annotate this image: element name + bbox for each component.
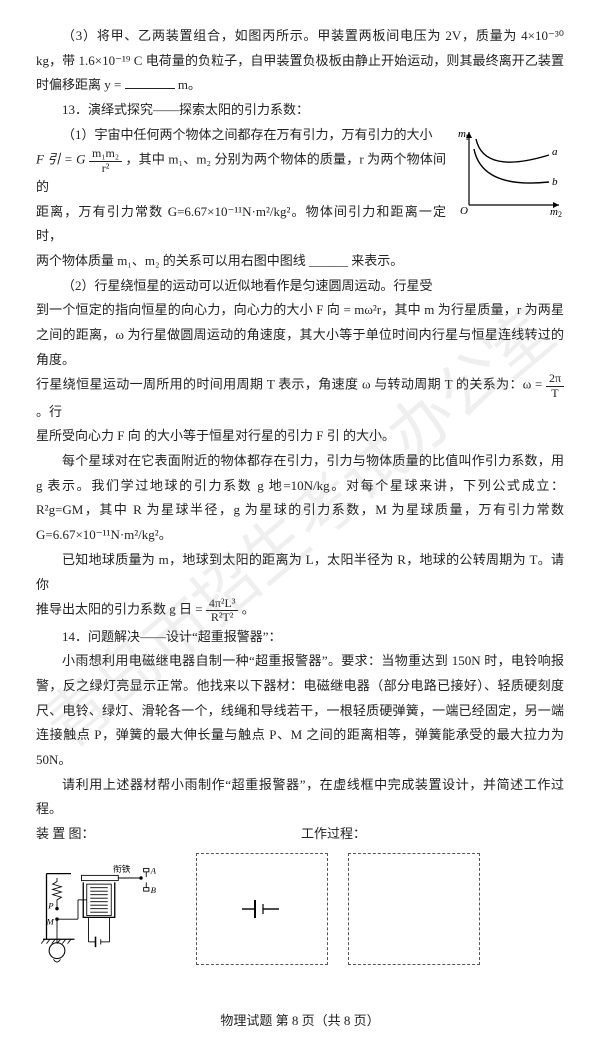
blank-y (125, 75, 175, 89)
q13-1d: 两个物体质量 m₁、m₂ 的关系可以用右图中图线 ______ 来表示。 (36, 249, 564, 274)
frac-2pi-t: 2π T (546, 372, 564, 399)
q13-3a: 每个星球对在它表面附近的物体都存在引力，引力与物体质量的比值叫作引力系数，用 g… (36, 449, 564, 548)
frac-den: r² (89, 162, 122, 175)
q13-3c-pre: 推导出太阳的引力系数 g 日 = (36, 602, 206, 617)
q14-b: 请利用上述器材帮小雨制作“超重报警器”，在虚线框中完成装置设计，并简述工作过程。 (36, 773, 564, 822)
q12-3: （3）将甲、乙两装置组合，如图丙所示。甲装置两板间电压为 2V，质量为 4×10… (36, 24, 564, 98)
svg-text:A: A (150, 865, 157, 875)
svg-text:P: P (47, 900, 54, 910)
svg-text:2: 2 (558, 210, 562, 217)
q13-2c-post: 。行 (36, 404, 62, 419)
q13-2c: 行星绕恒星运动一周所用的时间用周期 T 表示，角速度 ω 与转动周期 T 的关系… (36, 372, 564, 424)
frac-den2: T (546, 387, 564, 400)
q13-2c-pre: 行星绕恒星运动一周所用的时间用周期 T 表示，角速度 ω 与转动周期 T 的关系… (36, 377, 546, 392)
diagram-labels-row: 装 置 图： 工作过程： (36, 822, 564, 847)
f-yin-label: F 引 = G (36, 152, 86, 167)
q13-2d: 星所受向心力 F 向 的大小等于恒星对行星的引力 F 引 的大小。 (36, 424, 564, 449)
q12-3-unit: m。 (178, 77, 201, 92)
frac-num2: 2π (546, 372, 564, 386)
page-footer: 物理试题 第 8 页（共 8 页） (36, 1009, 564, 1034)
q13-2b: 到一个恒定的指向恒星的向心力，向心力的大小 F 向 = mω²r，其中 m 为行… (36, 298, 564, 372)
svg-text:O: O (460, 205, 468, 217)
diagram-label: 装 置 图： (36, 826, 95, 841)
frac-num: m₁m₂ (89, 147, 122, 161)
frac-sun-g: 4π²L³ R²T² (206, 597, 239, 624)
q13-3b: 已知地球质量为 m，地球到太阳的距离为 L，太阳半径为 R，地球的公转周期为 T… (36, 548, 564, 597)
svg-text:m: m (550, 206, 558, 217)
battery-icon (237, 894, 287, 924)
process-label: 工作过程： (301, 826, 366, 841)
svg-text:M: M (46, 916, 55, 926)
graph-m1-m2: a b m 1 m 2 O (454, 127, 564, 217)
svg-text:a: a (552, 146, 558, 158)
dashed-box-2 (348, 853, 480, 965)
svg-text:B: B (151, 885, 157, 895)
dashed-box-1 (196, 853, 328, 965)
svg-text:b: b (552, 176, 558, 188)
svg-text:1: 1 (465, 133, 469, 142)
frac-gm1m2: m₁m₂ r² (89, 147, 122, 174)
q14-a: 小雨想利用电磁继电器自制一种“超重报警器”。要求：当物重达到 150N 时，电铃… (36, 649, 564, 772)
q13-3c: 推导出太阳的引力系数 g 日 = 4π²L³ R²T² 。 (36, 597, 564, 624)
q13-3c-post: 。 (242, 602, 255, 617)
frac-den3: R²T² (206, 611, 239, 624)
frac-num3: 4π²L³ (206, 597, 239, 611)
diagram-row: P M (36, 853, 564, 982)
q13-2a: （2）行星绕恒星的运动可以近似地看作是匀速圆周运动。行星受 (36, 274, 564, 299)
q14-title: 14．问题解决——设计“超重报警器”： (36, 625, 564, 650)
circuit-given: P M (36, 853, 176, 982)
q13-title: 13．演绎式探究——探索太阳的引力系数： (36, 98, 564, 123)
svg-text:衔铁: 衔铁 (113, 863, 131, 874)
q12-3-text: （3）将甲、乙两装置组合，如图丙所示。甲装置两板间电压为 2V，质量为 4×10… (36, 28, 564, 92)
